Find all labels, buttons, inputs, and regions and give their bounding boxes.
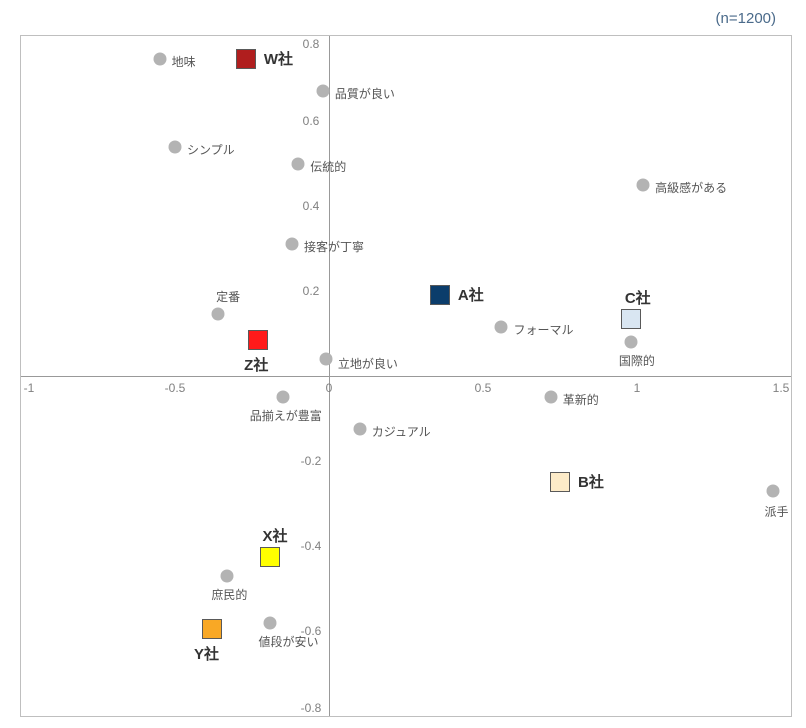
plot-area: -1-0.500.511.5-0.8-0.6-0.4-0.20.20.40.60… — [20, 35, 792, 717]
company-label: B社 — [578, 471, 604, 492]
company-marker — [550, 472, 570, 492]
attribute-label: フォーマル — [513, 321, 573, 338]
chart-canvas: (n=1200) -1-0.500.511.5-0.8-0.6-0.4-0.20… — [0, 0, 806, 728]
y-tick-label: 0.6 — [303, 114, 320, 128]
attribute-point — [292, 157, 305, 170]
y-tick-label: -0.8 — [301, 701, 322, 715]
attribute-label: 地味 — [172, 53, 196, 70]
attribute-point — [169, 140, 182, 153]
company-marker — [260, 547, 280, 567]
attribute-label: 値段が安い — [258, 633, 318, 650]
sample-size-annotation: (n=1200) — [716, 10, 776, 27]
x-axis-line — [21, 376, 791, 377]
company-label: Y社 — [194, 643, 219, 664]
attribute-label: 品揃えが豊富 — [250, 407, 322, 424]
attribute-point — [353, 423, 366, 436]
attribute-point — [316, 85, 329, 98]
x-tick-label: -0.5 — [165, 381, 186, 395]
x-tick-label: -1 — [24, 381, 35, 395]
company-label: A社 — [458, 284, 484, 305]
attribute-point — [264, 616, 277, 629]
attribute-label: シンプル — [187, 141, 235, 158]
attribute-point — [286, 238, 299, 251]
company-label: X社 — [262, 525, 287, 546]
attribute-label: 派手 — [765, 503, 789, 520]
y-tick-label: 0.2 — [303, 284, 320, 298]
attribute-point — [544, 391, 557, 404]
x-tick-label: 1.5 — [773, 381, 790, 395]
attribute-label: 庶民的 — [211, 586, 247, 603]
y-tick-label: -0.4 — [301, 539, 322, 553]
attribute-label: 高級感がある — [655, 179, 727, 196]
y-tick-label: -0.2 — [301, 454, 322, 468]
company-label: C社 — [625, 287, 651, 308]
company-marker — [621, 309, 641, 329]
attribute-point — [319, 353, 332, 366]
x-tick-label: 1 — [634, 381, 641, 395]
attribute-label: カジュアル — [372, 423, 431, 440]
attribute-point — [276, 391, 289, 404]
attribute-label: 革新的 — [563, 391, 599, 408]
attribute-label: 品質が良い — [335, 85, 395, 102]
x-tick-label: 0.5 — [475, 381, 492, 395]
attribute-point — [624, 336, 637, 349]
attribute-label: 伝統的 — [310, 158, 346, 175]
attribute-point — [212, 308, 225, 321]
attribute-label: 立地が良い — [338, 355, 398, 372]
attribute-point — [153, 53, 166, 66]
company-marker — [248, 330, 268, 350]
company-label: Z社 — [244, 354, 268, 375]
company-marker — [430, 285, 450, 305]
company-marker — [236, 49, 256, 69]
company-label: W社 — [264, 48, 293, 69]
x-tick-label: 0 — [326, 381, 333, 395]
y-tick-label: 0.4 — [303, 199, 320, 213]
attribute-point — [495, 321, 508, 334]
attribute-point — [766, 484, 779, 497]
attribute-label: 接客が丁寧 — [304, 238, 364, 255]
company-marker — [202, 619, 222, 639]
attribute-label: 国際的 — [619, 352, 655, 369]
attribute-point — [221, 569, 234, 582]
attribute-label: 定番 — [216, 288, 240, 305]
y-tick-label: 0.8 — [303, 37, 320, 51]
attribute-point — [637, 178, 650, 191]
